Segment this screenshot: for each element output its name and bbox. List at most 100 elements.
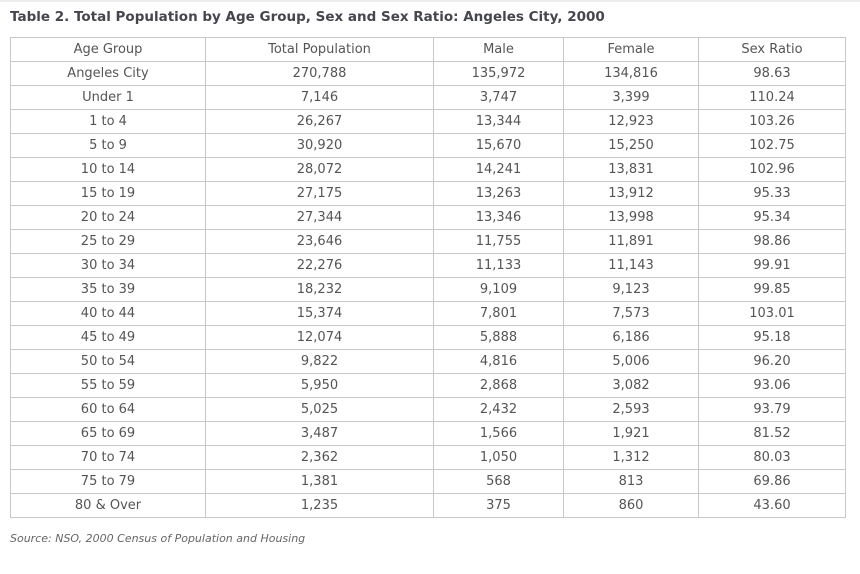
table-row: 10 to 14 28,072 14,241 13,831 102.96	[10, 157, 846, 182]
cell-male: 4,816	[433, 349, 564, 374]
cell-total-population: 270,788	[205, 61, 434, 86]
cell-female: 9,123	[563, 277, 699, 302]
cell-female: 134,816	[563, 61, 699, 86]
cell-age-group: Under 1	[10, 85, 206, 110]
cell-female: 3,082	[563, 373, 699, 398]
source-note: Source: NSO, 2000 Census of Population a…	[10, 532, 306, 545]
table-row: 55 to 59 5,950 2,868 3,082 93.06	[10, 373, 846, 398]
table-row: 5 to 9 30,920 15,670 15,250 102.75	[10, 133, 846, 158]
cell-male: 9,109	[433, 277, 564, 302]
cell-age-group: 50 to 54	[10, 349, 206, 374]
cell-total-population: 27,175	[205, 181, 434, 206]
cell-total-population: 3,487	[205, 421, 434, 446]
cell-male: 7,801	[433, 301, 564, 326]
cell-age-group: 30 to 34	[10, 253, 206, 278]
cell-sex-ratio: 93.79	[698, 397, 846, 422]
cell-female: 11,143	[563, 253, 699, 278]
cell-sex-ratio: 110.24	[698, 85, 846, 110]
cell-total-population: 26,267	[205, 109, 434, 134]
cell-total-population: 5,025	[205, 397, 434, 422]
cell-age-group: 35 to 39	[10, 277, 206, 302]
cell-sex-ratio: 95.33	[698, 181, 846, 206]
table-row: Angeles City 270,788 135,972 134,816 98.63	[10, 61, 846, 86]
column-header-total-population: Total Population	[205, 37, 434, 62]
cell-male: 11,133	[433, 253, 564, 278]
cell-age-group: 20 to 24	[10, 205, 206, 230]
cell-age-group: 60 to 64	[10, 397, 206, 422]
cell-total-population: 28,072	[205, 157, 434, 182]
cell-total-population: 7,146	[205, 85, 434, 110]
cell-sex-ratio: 95.18	[698, 325, 846, 350]
cell-age-group: 1 to 4	[10, 109, 206, 134]
cell-female: 13,912	[563, 181, 699, 206]
cell-age-group: 40 to 44	[10, 301, 206, 326]
cell-age-group: 70 to 74	[10, 445, 206, 470]
cell-age-group: 75 to 79	[10, 469, 206, 494]
cell-total-population: 1,235	[205, 493, 434, 518]
cell-male: 2,432	[433, 397, 564, 422]
cell-sex-ratio: 103.01	[698, 301, 846, 326]
cell-sex-ratio: 81.52	[698, 421, 846, 446]
table-row: Under 1 7,146 3,747 3,399 110.24	[10, 85, 846, 110]
cell-female: 2,593	[563, 397, 699, 422]
cell-age-group: 25 to 29	[10, 229, 206, 254]
table-row: 40 to 44 15,374 7,801 7,573 103.01	[10, 301, 846, 326]
table-row: 75 to 79 1,381 568 813 69.86	[10, 469, 846, 494]
cell-age-group: 45 to 49	[10, 325, 206, 350]
column-header-age-group: Age Group	[10, 37, 206, 62]
page-title: Table 2. Total Population by Age Group, …	[10, 9, 605, 25]
cell-sex-ratio: 102.75	[698, 133, 846, 158]
table-body: Angeles City 270,788 135,972 134,816 98.63 Un…	[10, 61, 846, 518]
cell-male: 568	[433, 469, 564, 494]
column-header-male: Male	[433, 37, 564, 62]
cell-female: 7,573	[563, 301, 699, 326]
table-row: 65 to 69 3,487 1,566 1,921 81.52	[10, 421, 846, 446]
top-rule	[0, 0, 860, 2]
cell-sex-ratio: 96.20	[698, 349, 846, 374]
cell-age-group: 80 & Over	[10, 493, 206, 518]
table-row: 15 to 19 27,175 13,263 13,912 95.33	[10, 181, 846, 206]
table-row: 45 to 49 12,074 5,888 6,186 95.18	[10, 325, 846, 350]
cell-female: 3,399	[563, 85, 699, 110]
cell-sex-ratio: 80.03	[698, 445, 846, 470]
cell-female: 813	[563, 469, 699, 494]
table-header-row: Age Group Total Population Male Female S…	[10, 37, 846, 62]
cell-sex-ratio: 95.34	[698, 205, 846, 230]
cell-male: 15,670	[433, 133, 564, 158]
cell-age-group: 5 to 9	[10, 133, 206, 158]
table-row: 20 to 24 27,344 13,346 13,998 95.34	[10, 205, 846, 230]
cell-sex-ratio: 43.60	[698, 493, 846, 518]
cell-total-population: 15,374	[205, 301, 434, 326]
cell-female: 860	[563, 493, 699, 518]
cell-male: 13,346	[433, 205, 564, 230]
cell-total-population: 2,362	[205, 445, 434, 470]
cell-female: 1,312	[563, 445, 699, 470]
cell-male: 3,747	[433, 85, 564, 110]
cell-age-group: Angeles City	[10, 61, 206, 86]
cell-sex-ratio: 98.86	[698, 229, 846, 254]
cell-female: 12,923	[563, 109, 699, 134]
cell-sex-ratio: 98.63	[698, 61, 846, 86]
cell-male: 375	[433, 493, 564, 518]
cell-male: 13,344	[433, 109, 564, 134]
cell-male: 2,868	[433, 373, 564, 398]
cell-male: 11,755	[433, 229, 564, 254]
table-row: 80 & Over 1,235 375 860 43.60	[10, 493, 846, 518]
cell-male: 135,972	[433, 61, 564, 86]
cell-female: 5,006	[563, 349, 699, 374]
cell-total-population: 30,920	[205, 133, 434, 158]
cell-total-population: 9,822	[205, 349, 434, 374]
cell-sex-ratio: 69.86	[698, 469, 846, 494]
cell-male: 5,888	[433, 325, 564, 350]
cell-sex-ratio: 93.06	[698, 373, 846, 398]
table-row: 50 to 54 9,822 4,816 5,006 96.20	[10, 349, 846, 374]
cell-age-group: 55 to 59	[10, 373, 206, 398]
cell-male: 14,241	[433, 157, 564, 182]
cell-sex-ratio: 102.96	[698, 157, 846, 182]
cell-female: 13,831	[563, 157, 699, 182]
table-row: 60 to 64 5,025 2,432 2,593 93.79	[10, 397, 846, 422]
cell-female: 1,921	[563, 421, 699, 446]
table-row: 70 to 74 2,362 1,050 1,312 80.03	[10, 445, 846, 470]
cell-total-population: 22,276	[205, 253, 434, 278]
cell-total-population: 5,950	[205, 373, 434, 398]
